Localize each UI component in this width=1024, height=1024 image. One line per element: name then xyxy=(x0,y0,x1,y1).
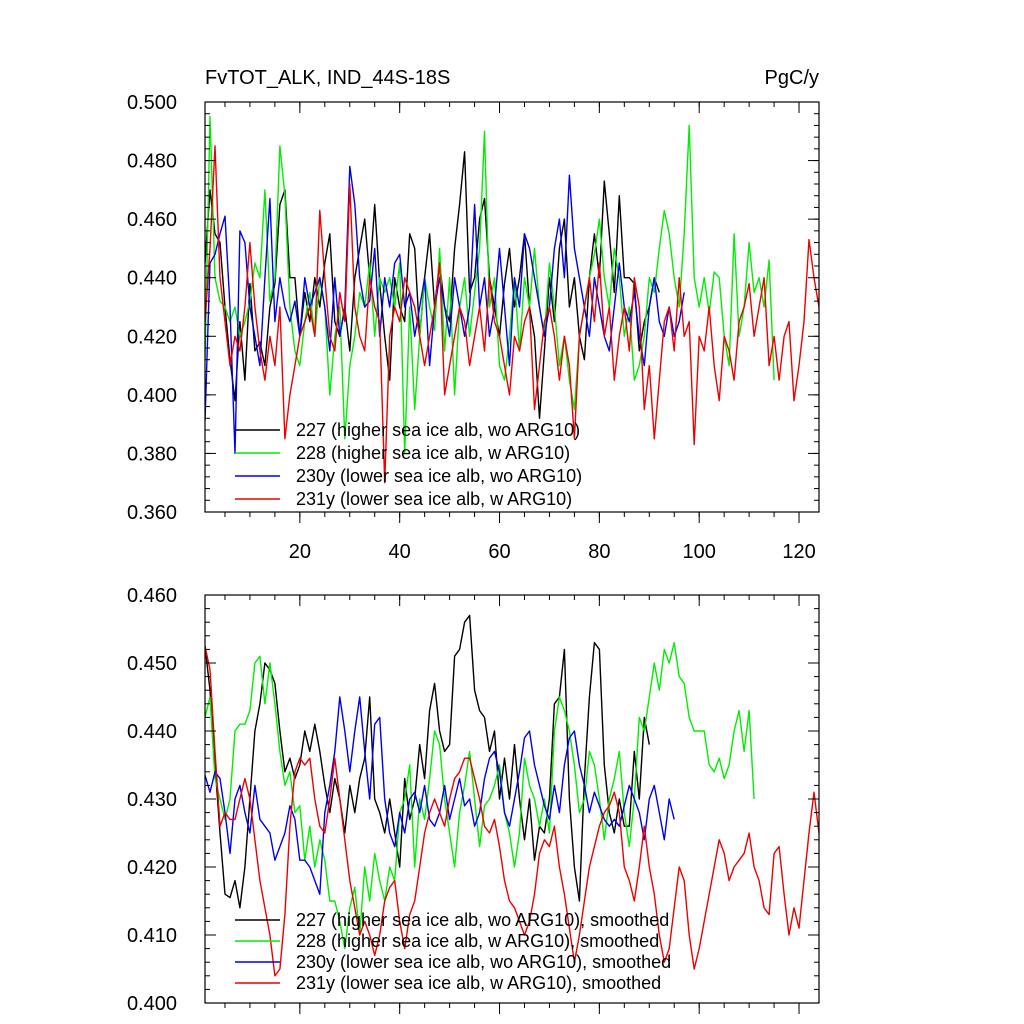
legend-label-4: 231y (lower sea ice alb, w ARG10), smoot… xyxy=(296,973,661,993)
units-label: PgC/y xyxy=(765,67,819,89)
y-tick-label: 0.480 xyxy=(127,151,177,173)
legend-label-1: 227 (higher sea ice alb, wo ARG10), smoo… xyxy=(296,910,669,930)
y-tick-label: 0.410 xyxy=(127,925,177,947)
y-tick-label: 0.440 xyxy=(127,721,177,743)
series-line-2 xyxy=(205,115,775,455)
plot-frame xyxy=(204,101,820,513)
legend-label-1: 227 (higher sea ice alb, wo ARG10) xyxy=(296,420,580,440)
legend: 227 (higher sea ice alb, wo ARG10) 228 (h… xyxy=(235,420,582,509)
legend: 227 (higher sea ice alb, wo ARG10), smoo… xyxy=(235,910,671,993)
legend-label-4: 231y (lower sea ice alb, w ARG10) xyxy=(296,489,572,509)
x-tick-label: 80 xyxy=(588,541,610,563)
series-line-2 xyxy=(205,641,755,950)
x-tick-label: 20 xyxy=(289,541,311,563)
x-tick-label: 60 xyxy=(488,541,510,563)
chart-panel-2: 0.400 0.410 0.420 0.430 0.440 0.450 0.460 227 (… xyxy=(127,585,820,1015)
y-tick-label: 0.380 xyxy=(127,443,177,465)
x-tick-label: 40 xyxy=(389,541,411,563)
y-tick-label: 0.500 xyxy=(127,92,177,114)
y-tick-label: 0.400 xyxy=(127,385,177,407)
y-tick-label: 0.420 xyxy=(127,857,177,879)
y-tick-label: 0.450 xyxy=(127,653,177,675)
legend-label-3: 230y (lower sea ice alb, wo ARG10), smoo… xyxy=(296,952,671,972)
legend-label-2: 228 (higher sea ice alb, w ARG10) xyxy=(296,443,570,463)
chart-title: FvTOT_ALK, IND_44S-18S xyxy=(205,67,450,89)
series-line-1 xyxy=(205,614,650,909)
y-tick-label: 0.420 xyxy=(127,326,177,348)
legend-label-2: 228 (higher sea ice alb, w ARG10), smoot… xyxy=(296,931,659,951)
y-tick-label: 0.440 xyxy=(127,268,177,290)
legend-label-3: 230y (lower sea ice alb, wo ARG10) xyxy=(296,466,582,486)
y-tick-label: 0.460 xyxy=(127,209,177,231)
y-tick-label: 0.430 xyxy=(127,789,177,811)
series-line-4 xyxy=(205,645,819,977)
y-tick-label: 0.360 xyxy=(127,502,177,524)
x-tick-label: 100 xyxy=(683,541,716,563)
series-line-4 xyxy=(205,145,819,484)
chart-panel-1: FvTOT_ALK, IND_44S-18S PgC/y 0.360 0.380 0.4… xyxy=(127,67,820,563)
x-tick-label: 120 xyxy=(782,541,815,563)
y-tick-label: 0.400 xyxy=(127,993,177,1015)
y-tick-label: 0.460 xyxy=(127,585,177,607)
series-line-1 xyxy=(205,151,660,419)
